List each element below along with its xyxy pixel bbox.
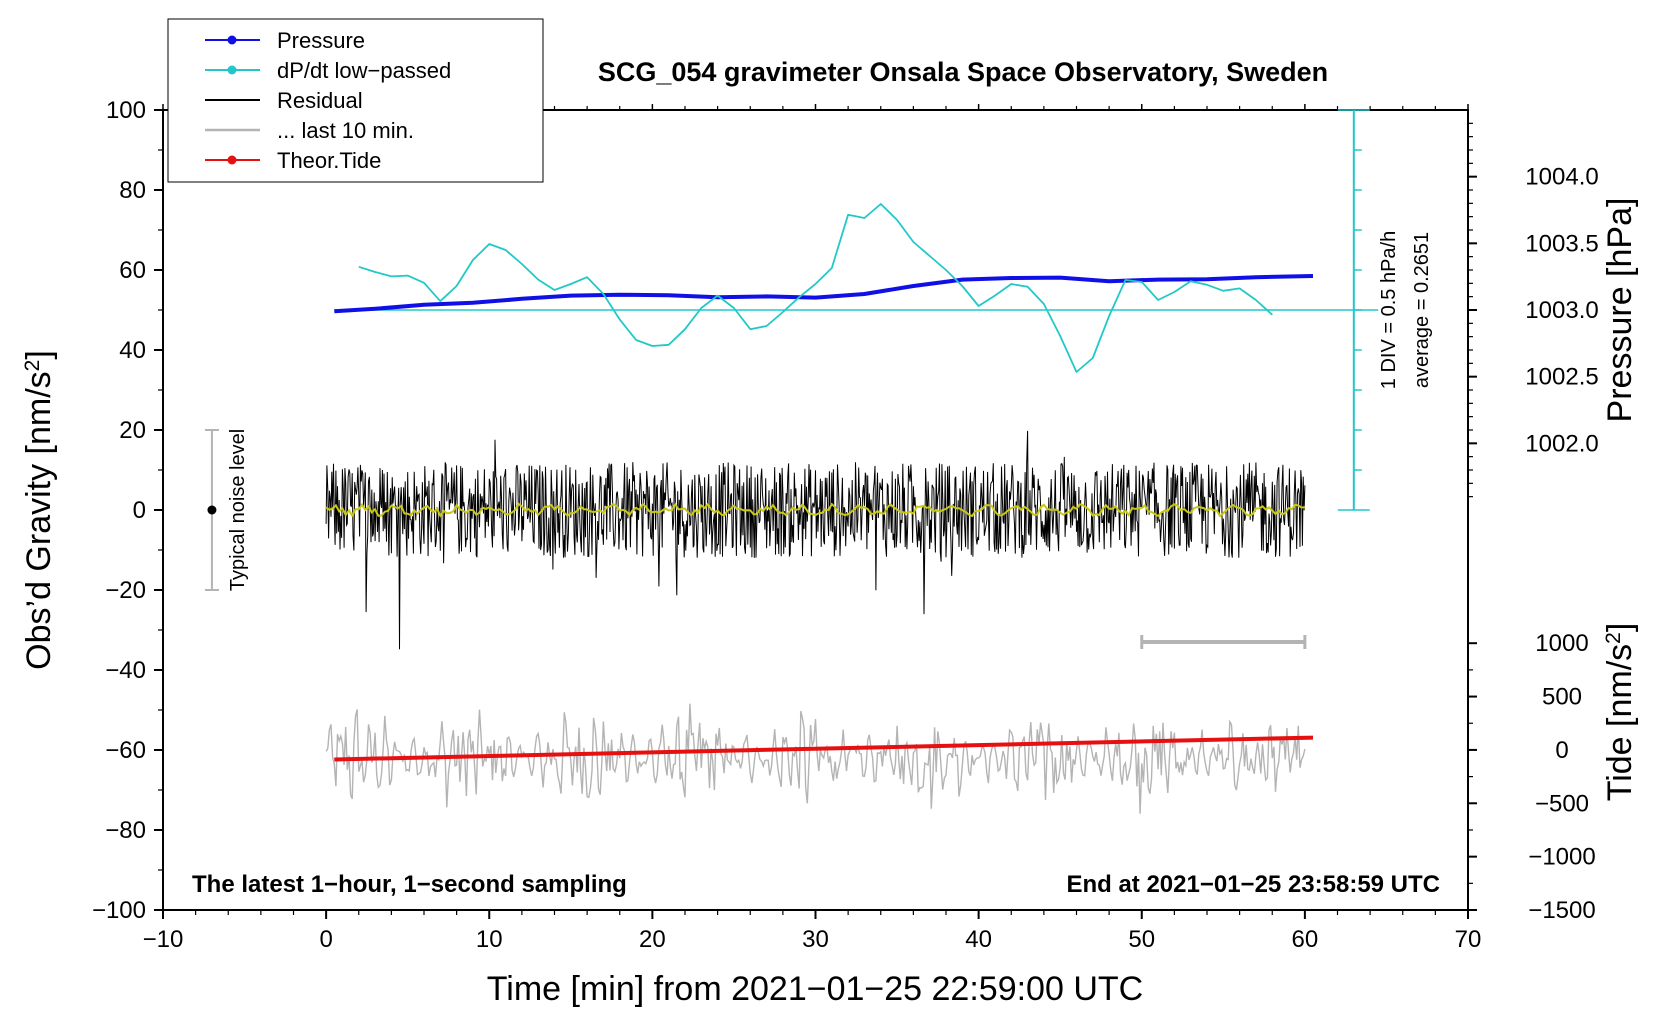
x-tick-label: 20 xyxy=(639,926,666,953)
dpdt-line xyxy=(358,203,1273,373)
noise-level-label: Typical noise level xyxy=(227,429,249,591)
tide-tick-label: −1500 xyxy=(1528,897,1595,924)
pressure-tick-label: 1004.0 xyxy=(1525,164,1598,191)
y-tick-label: −40 xyxy=(105,657,146,684)
y-axis-label: Obs’d Gravity [nm/s2] xyxy=(20,350,58,670)
y-tick-label: 40 xyxy=(119,337,146,364)
tick-group: −10 0 10 20 30 40 50 60 70−100−80−60−40−20020406… xyxy=(92,97,1599,953)
tide-tick-label: −1000 xyxy=(1528,844,1595,871)
pressure-tick-label: 1003.5 xyxy=(1525,230,1598,257)
legend-marker xyxy=(227,155,237,165)
theor-tide-line xyxy=(334,735,1314,762)
x-tick-label: 40 xyxy=(965,926,992,953)
legend-label: Theor.Tide xyxy=(277,148,381,173)
legend-label: Pressure xyxy=(277,28,365,53)
y-tick-label: 100 xyxy=(106,97,146,124)
pressure-tick-label: 1003.0 xyxy=(1525,297,1598,324)
tide-axis-label-main: Tide [nm/s xyxy=(1601,644,1639,801)
y-axis-label-suffix: ] xyxy=(20,350,58,359)
x-tick-label: 0 xyxy=(319,926,332,953)
tide-axis-label-superscript: 2 xyxy=(1602,632,1625,644)
y-axis-label-superscript: 2 xyxy=(21,360,44,372)
sampling-note: The latest 1−hour, 1−second sampling xyxy=(192,871,627,898)
pressure-tick-label: 1002.0 xyxy=(1525,430,1598,457)
tide-tick-label: 0 xyxy=(1555,737,1568,764)
y-tick-label: 0 xyxy=(133,497,146,524)
legend-label: ... last 10 min. xyxy=(277,118,414,143)
y-tick-label: −100 xyxy=(92,897,146,924)
tide-tick-label: 500 xyxy=(1542,684,1582,711)
x-tick-label: 60 xyxy=(1292,926,1319,953)
x-tick-label: 10 xyxy=(476,926,503,953)
legend: Pressure dP/dt low−passed Residual ... last… xyxy=(167,18,544,183)
x-tick-label: 70 xyxy=(1455,926,1482,953)
y-tick-label: −20 xyxy=(105,577,146,604)
legend-item: ... last 10 min. xyxy=(205,118,414,143)
x-tick-label: 50 xyxy=(1128,926,1155,953)
chart-title: SCG_054 gravimeter Onsala Space Observat… xyxy=(598,57,1328,87)
noise-level-dot xyxy=(207,505,217,515)
pressure-axis-label: Pressure [hPa] xyxy=(1601,198,1639,423)
dpdt-average-note: average = 0.2651 xyxy=(1411,232,1433,388)
x-tick-label: −10 xyxy=(143,926,184,953)
end-time-note: End at 2021−01−25 23:58:59 UTC xyxy=(1066,871,1440,898)
y-tick-label: −80 xyxy=(105,817,146,844)
legend-marker xyxy=(227,35,237,45)
legend-item: dP/dt low−passed xyxy=(205,58,451,83)
pressure-tick-label: 1002.5 xyxy=(1525,364,1598,391)
pressure-line xyxy=(334,274,1314,314)
y-tick-label: −60 xyxy=(105,737,146,764)
legend-item: Pressure xyxy=(205,28,365,53)
y-tick-label: 20 xyxy=(119,417,146,444)
tide-tick-label: 1000 xyxy=(1535,630,1588,657)
x-axis-label: Time [min] from 2021−01−25 22:59:00 UTC xyxy=(487,970,1143,1008)
legend-label: dP/dt low−passed xyxy=(277,58,451,83)
residual-smoothed-trace xyxy=(325,502,1305,518)
data-group xyxy=(204,109,1379,814)
dpdt-scale-note: 1 DIV = 0.5 hPa/h xyxy=(1378,231,1400,389)
legend-item: Residual xyxy=(205,88,363,113)
legend-label: Residual xyxy=(277,88,363,113)
tide-axis-label-suffix: ] xyxy=(1601,623,1639,632)
y-axis-label-main: Obs’d Gravity [nm/s xyxy=(20,371,58,670)
y-tick-label: 60 xyxy=(119,257,146,284)
tide-axis-label: Tide [nm/s2] xyxy=(1601,623,1639,802)
legend-item: Theor.Tide xyxy=(205,148,381,173)
y-tick-label: 80 xyxy=(119,177,146,204)
legend-marker xyxy=(227,65,237,75)
tide-tick-label: −500 xyxy=(1535,790,1589,817)
x-tick-label: 30 xyxy=(802,926,829,953)
